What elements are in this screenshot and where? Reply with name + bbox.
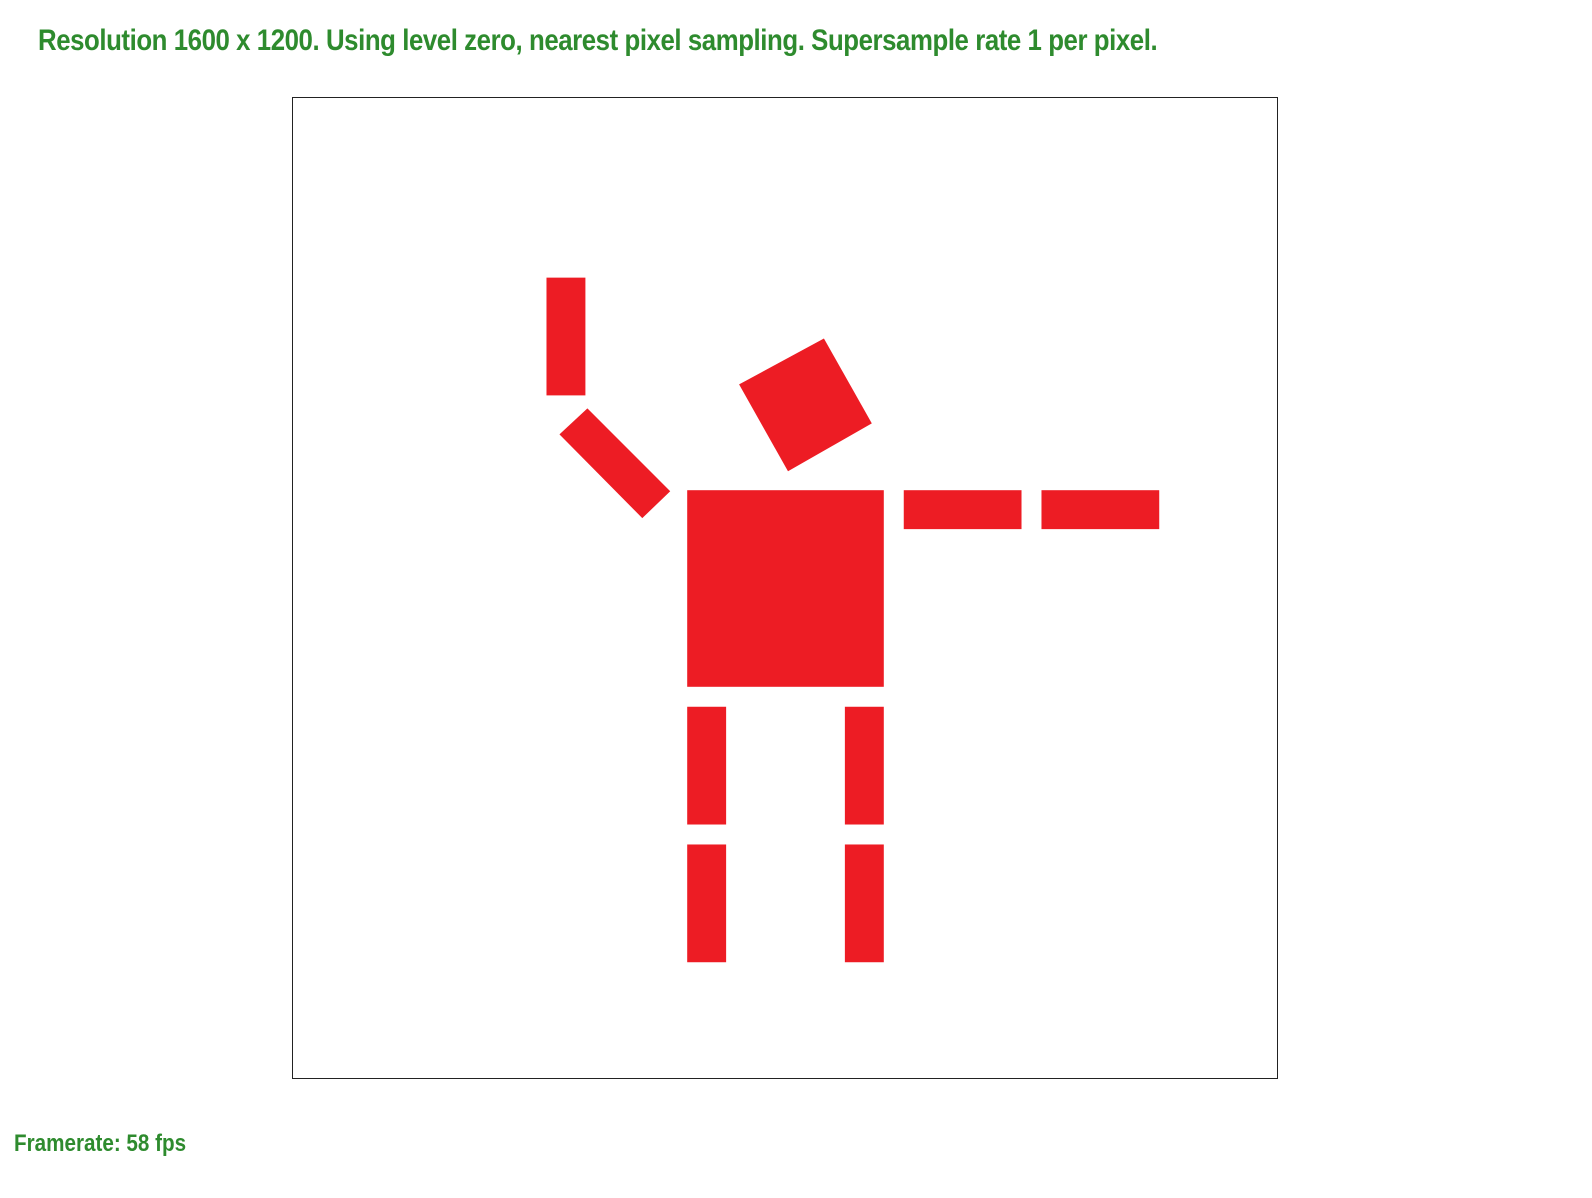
right-upper-arm-segment	[903, 490, 1022, 530]
left-shin-segment	[687, 844, 727, 963]
right-forearm-segment	[1041, 490, 1160, 530]
left-upper-hand-segment	[546, 277, 586, 396]
framerate-text: Framerate: 58 fps	[14, 1130, 187, 1157]
stick-figure-drawing	[546, 277, 1160, 963]
left-thigh-segment	[687, 706, 727, 825]
head-square	[739, 338, 872, 472]
render-viewport[interactable]	[292, 97, 1278, 1079]
right-thigh-segment	[844, 706, 884, 825]
right-shin-segment	[844, 844, 884, 963]
left-forearm-segment	[559, 408, 671, 519]
status-text: Resolution 1600 x 1200. Using level zero…	[38, 24, 1158, 57]
torso-square	[687, 490, 884, 687]
